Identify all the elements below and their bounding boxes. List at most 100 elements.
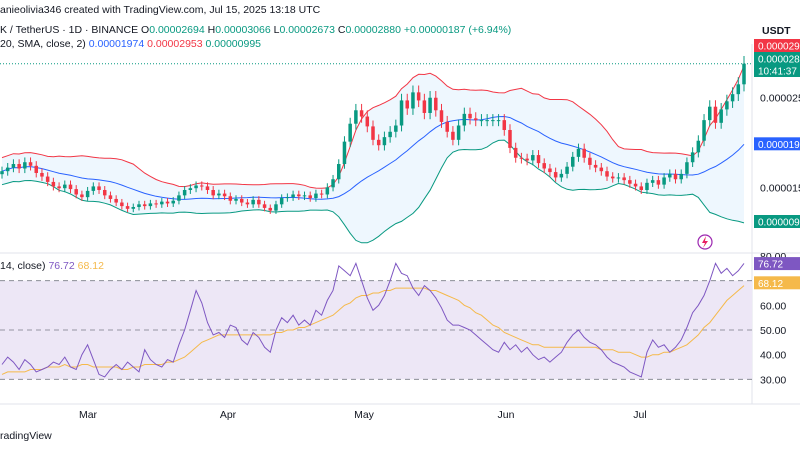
candle-body — [57, 186, 61, 189]
candle-body — [456, 125, 461, 140]
rsi-ma-badge-bg — [754, 276, 800, 290]
change-value: +0.00000187 (+6.94%) — [403, 24, 512, 36]
low-value: 0.00002673 — [279, 24, 335, 36]
high-value: 0.00003066 — [215, 24, 271, 36]
candle-body — [171, 200, 175, 204]
time-tick-label: May — [354, 409, 375, 421]
close-label: C — [337, 24, 346, 36]
symbol-text[interactable]: K / TetherUS · 1D · BINANCE — [0, 24, 139, 36]
candle-body — [588, 157, 592, 165]
basis-badge: 0.000019 — [758, 140, 800, 151]
candle-body — [502, 120, 507, 130]
candle-body — [34, 165, 39, 173]
candle-body — [496, 120, 501, 122]
last-price-badge-bg — [754, 52, 800, 65]
candle-body — [308, 195, 312, 199]
countdown-badge: 10:41:37 — [758, 67, 797, 78]
rsi-value: 76.72 — [48, 260, 75, 272]
candle-body — [491, 120, 495, 122]
candle-body — [662, 177, 666, 185]
tradingview-brand: radingView — [0, 430, 52, 442]
close-value: 0.00002880 — [345, 24, 401, 36]
candle-body — [605, 171, 609, 177]
rsi-value-badge-bg — [754, 257, 800, 271]
high-label: H — [207, 24, 216, 36]
currency-label[interactable]: USDT — [762, 25, 791, 37]
last-price-badge: 0.000028 — [758, 55, 800, 66]
candle-body — [736, 84, 741, 95]
candle-body — [131, 207, 136, 209]
candle-body — [668, 173, 672, 178]
candle-body — [262, 204, 267, 208]
candle-body — [713, 106, 718, 123]
candle-body — [633, 183, 638, 187]
candle-body — [97, 186, 101, 190]
candle-body — [325, 187, 330, 195]
rsi-tick-label: 60.00 — [760, 300, 786, 312]
candle-body — [160, 201, 164, 205]
candle-body — [268, 207, 273, 211]
candle-body — [5, 167, 10, 172]
candle-body — [45, 176, 50, 182]
rsi-ma-value: 68.12 — [77, 260, 104, 272]
rsi-legend[interactable]: 14, close) 76.72 68.12 — [0, 259, 104, 273]
alert-icon-ring — [697, 234, 713, 250]
candle-body — [707, 106, 712, 121]
candle-body — [365, 116, 370, 127]
bollinger-bands — [1, 65, 745, 244]
candle-body — [257, 199, 261, 205]
candle-body — [297, 194, 301, 197]
lower-band-badge: 0.000009 — [758, 218, 800, 229]
candle-body — [285, 197, 290, 199]
candle-body — [508, 129, 512, 148]
bollinger-legend[interactable]: 20, SMA, close, 2) 0.00001974 0.00002953… — [0, 37, 261, 51]
candle-body — [142, 204, 147, 207]
alert-icon[interactable] — [697, 234, 713, 250]
candle-body — [279, 198, 284, 205]
candle-body — [40, 172, 44, 177]
candle-body — [165, 201, 170, 204]
candle-body — [576, 148, 581, 157]
candle-body — [342, 141, 347, 165]
candle-body — [194, 185, 198, 189]
candle-body — [622, 177, 626, 181]
candle-body — [696, 140, 701, 153]
bb-lower-line — [1, 139, 745, 244]
candle-body — [399, 100, 404, 126]
candle-body — [639, 186, 644, 190]
candle-body — [17, 164, 21, 169]
price-tick-label: 0.000015 — [760, 182, 800, 194]
candle-body — [28, 162, 33, 166]
candle-body — [376, 139, 381, 146]
bb-band-fill — [2, 65, 744, 243]
candle-body — [553, 172, 558, 178]
candle-body — [519, 157, 524, 159]
rsi-value-badge: 76.72 — [758, 260, 783, 271]
candle-body — [102, 189, 107, 196]
candle-body — [650, 180, 655, 183]
candle-body — [628, 180, 632, 184]
time-tick-label: Jul — [633, 409, 646, 421]
candle-body — [211, 189, 215, 196]
candle-body — [656, 180, 661, 185]
candle-body — [439, 110, 444, 122]
price-tick-label: 0.000025 — [760, 93, 800, 105]
candle-body — [371, 126, 375, 140]
rsi-tick-label: 50.00 — [760, 325, 786, 337]
rsi-tick-label: 40.00 — [760, 350, 786, 362]
candle-body — [359, 110, 364, 117]
candle-body — [719, 109, 723, 123]
candle-body — [422, 100, 427, 113]
candle-body — [274, 204, 278, 211]
candle-body — [137, 204, 141, 208]
candle-body — [730, 94, 735, 102]
rsi-pane[interactable] — [0, 280, 752, 380]
candle-body — [331, 179, 335, 188]
candle-body — [468, 113, 472, 119]
candle-body — [542, 163, 546, 169]
rsi-lines — [1, 262, 745, 378]
bb-basis-line — [1, 115, 745, 200]
candle-body — [217, 193, 221, 196]
candle-body — [200, 185, 204, 187]
candle-body — [690, 152, 695, 163]
